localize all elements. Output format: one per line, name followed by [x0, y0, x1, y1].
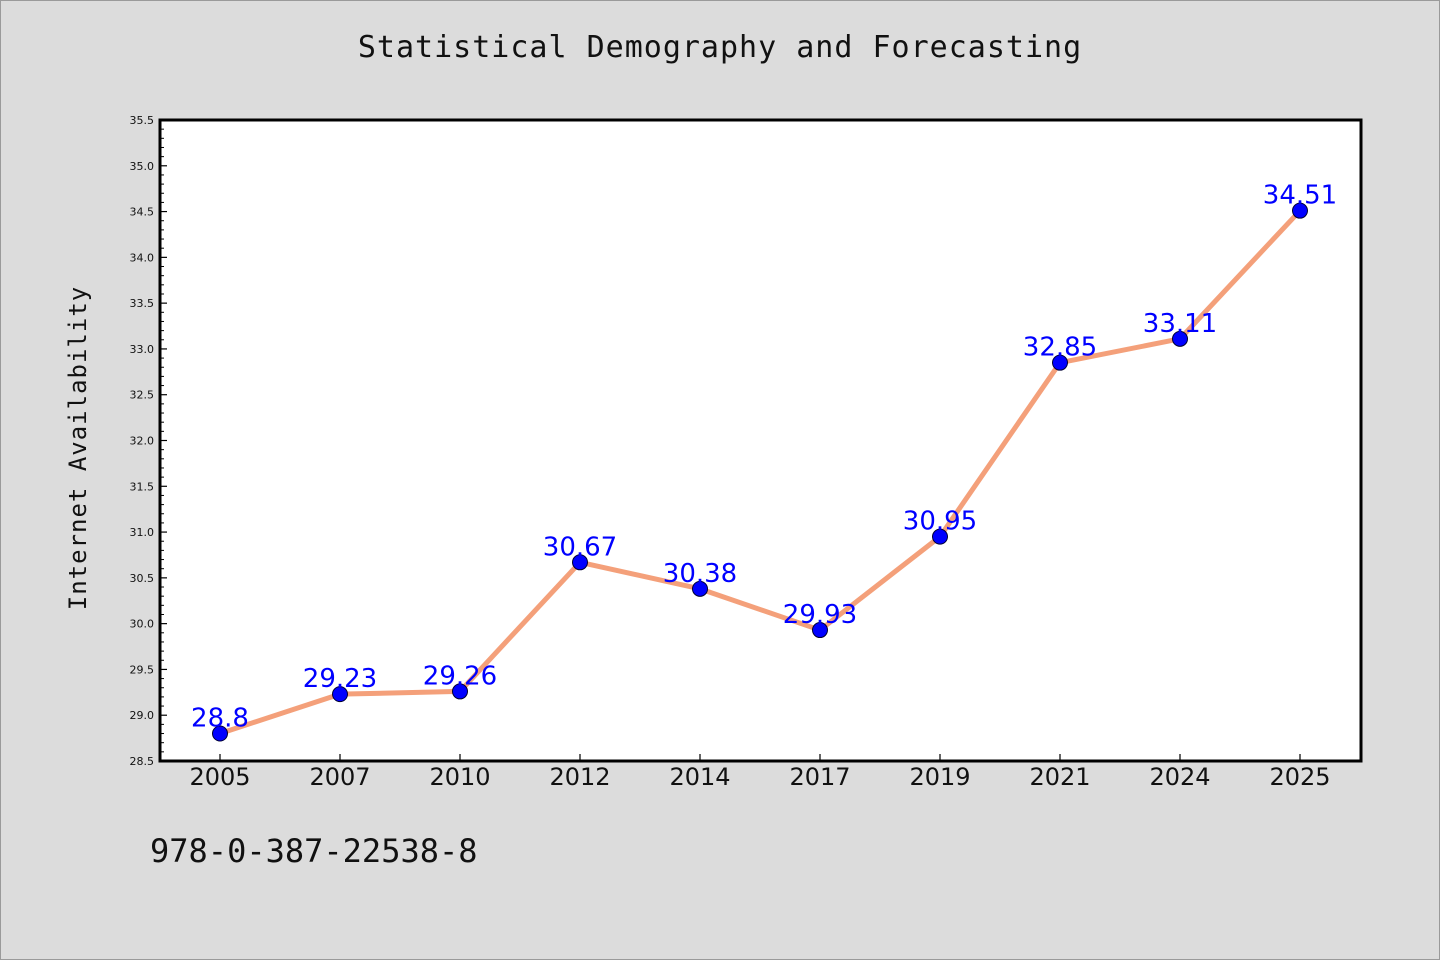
x-tick-label: 2021 — [1029, 763, 1090, 791]
data-labels: 28.8 29.23 29.26 30.67 30.38 29.93 30.95 32.85 3… — [191, 181, 1337, 734]
isbn-code: 978-0-387-22538-8 — [150, 832, 478, 870]
y-tick-label: 31.0 — [130, 526, 155, 539]
data-point — [212, 725, 228, 742]
data-label: 34.51 — [1263, 181, 1337, 211]
data-point — [452, 683, 468, 700]
chart-title: Statistical Demography and Forecasting — [357, 30, 1083, 65]
data-point — [812, 622, 828, 639]
series-line — [217, 208, 1303, 737]
y-tick-label: 30.0 — [130, 618, 155, 631]
data-point — [1052, 354, 1068, 371]
y-tick-label: 30.5 — [130, 572, 155, 585]
data-point — [572, 554, 588, 571]
data-point — [332, 686, 348, 703]
data-label: 32.85 — [1023, 333, 1097, 363]
data-label: 33.11 — [1143, 309, 1217, 339]
y-tick-label: 34.5 — [130, 206, 155, 219]
data-label: 29.26 — [423, 661, 497, 691]
x-axis: 2005 2007 2010 2012 2014 2017 2019 2021 2024 2025 — [189, 754, 1331, 791]
y-tick-label: 29.0 — [130, 709, 155, 722]
y-tick-label: 35.5 — [130, 114, 155, 127]
data-label: 29.23 — [303, 664, 377, 694]
x-tick-label: 2024 — [1149, 763, 1210, 791]
data-point — [932, 528, 948, 545]
y-tick-label: 31.5 — [130, 480, 155, 493]
x-tick-label: 2012 — [549, 763, 610, 791]
x-tick-label: 2017 — [789, 763, 850, 791]
plot-border — [158, 118, 1363, 763]
x-tick-label: 2014 — [669, 763, 730, 791]
data-label: 28.8 — [191, 704, 249, 734]
y-tick-label: 34.0 — [130, 251, 155, 264]
x-tick-label: 2019 — [909, 763, 970, 791]
y-tick-label: 33.0 — [130, 343, 155, 356]
data-series — [212, 202, 1308, 742]
x-tick-label: 2007 — [309, 763, 370, 791]
data-point — [1292, 202, 1308, 219]
x-tick-label: 2010 — [429, 763, 490, 791]
data-point — [1172, 330, 1188, 347]
data-label: 30.67 — [543, 532, 617, 562]
plot-area — [160, 120, 1361, 761]
y-tick-label: 29.5 — [130, 663, 155, 676]
data-label: 30.38 — [663, 559, 737, 589]
y-tick-label: 32.5 — [130, 389, 155, 402]
y-axis-label: Internet Availability — [64, 286, 92, 610]
data-point — [692, 580, 708, 597]
x-tick-label: 2005 — [189, 763, 250, 791]
y-tick-label: 32.0 — [130, 435, 155, 448]
y-tick-label: 28.5 — [130, 755, 155, 768]
y-tick-label: 35.0 — [130, 160, 155, 173]
y-tick-label: 33.5 — [130, 297, 155, 310]
data-label: 29.93 — [783, 600, 857, 630]
y-axis: 28.5 29.0 29.5 30.0 30.5 31.0 31.5 32.0 32.5 33.0… — [130, 114, 167, 768]
x-tick-label: 2025 — [1269, 763, 1330, 791]
data-label: 30.95 — [903, 507, 977, 537]
